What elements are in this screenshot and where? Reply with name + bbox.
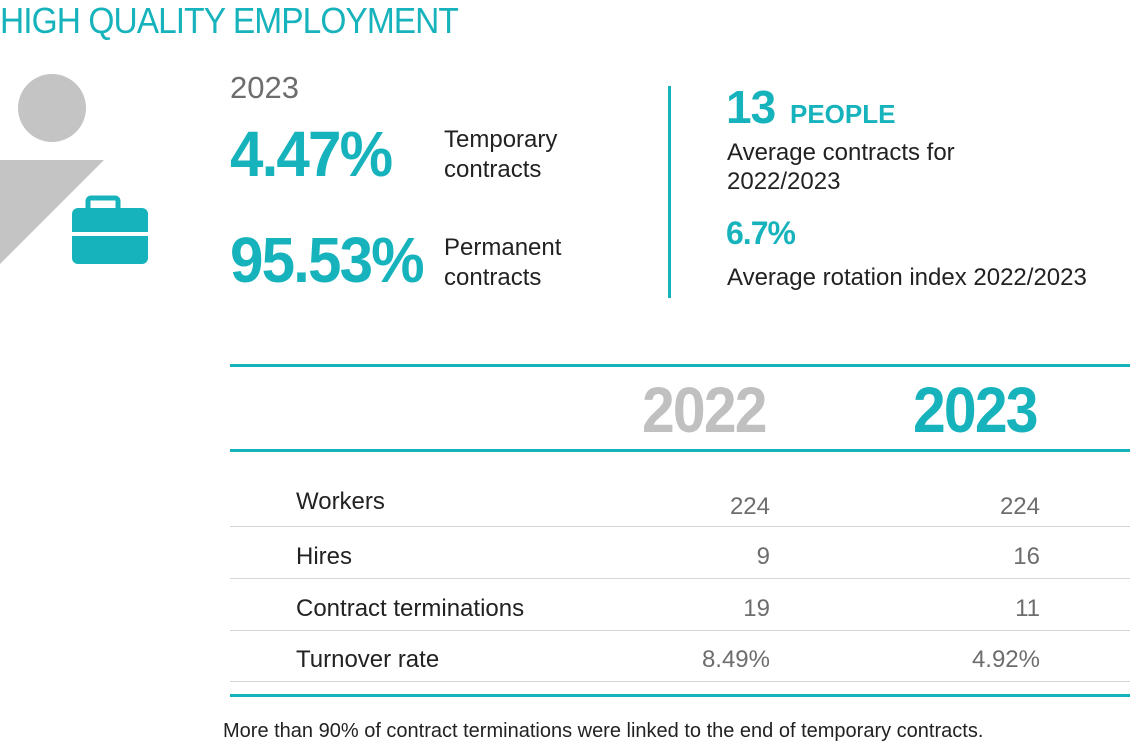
person-body xyxy=(0,160,104,264)
table-header-rule xyxy=(230,449,1130,452)
table-row-divider xyxy=(230,681,1130,682)
permanent-label: Permanent contracts xyxy=(444,233,644,293)
table-row-divider xyxy=(230,526,1130,527)
people-description-line2: 2022/2023 xyxy=(727,168,841,195)
table-bottom-rule xyxy=(230,694,1130,697)
year-label: 2023 xyxy=(230,70,299,105)
table-top-rule xyxy=(230,364,1130,367)
table-cell-2022: 19 xyxy=(743,595,770,622)
table-cell-2023: 4.92% xyxy=(971,646,1040,673)
table-cell-2023: 224 xyxy=(999,493,1040,520)
table-row-divider xyxy=(230,630,1130,631)
page-title: HIGH QUALITY EMPLOYMENT xyxy=(0,0,459,41)
temporary-label: Temporary contracts xyxy=(444,125,644,185)
table-cell-2023: 11 xyxy=(1015,595,1040,622)
table-cell-2022: 9 xyxy=(756,543,770,570)
permanent-label-line2: contracts xyxy=(444,264,542,291)
table-row-label: Turnover rate xyxy=(296,646,440,673)
table-cell-2022: 224 xyxy=(729,493,770,520)
people-unit: PEOPLE xyxy=(790,99,896,129)
table-cell-2023: 16 xyxy=(1013,543,1040,570)
table-cell-2022: 8.49% xyxy=(701,646,770,673)
rotation-index-description: Average rotation index 2022/2023 xyxy=(727,264,1087,291)
people-description: Average contracts for 2022/2023 xyxy=(727,138,955,196)
footnote: More than 90% of contract terminations w… xyxy=(223,720,984,742)
person-head xyxy=(18,74,86,142)
table-row-label: Contract terminations xyxy=(296,595,525,622)
table-row-divider xyxy=(230,578,1130,579)
person-icon xyxy=(0,74,148,264)
people-description-line1: Average contracts for xyxy=(727,139,955,166)
rotation-index-value: 6.7% xyxy=(726,215,796,251)
table-row-label: Hires xyxy=(296,543,353,570)
permanent-label-line1: Permanent xyxy=(444,234,562,261)
briefcase-icon xyxy=(72,195,148,264)
table-header-2022: 2022 xyxy=(642,374,767,446)
temporary-label-line1: Temporary xyxy=(444,126,558,153)
table-row-label: Workers xyxy=(296,488,385,515)
people-count: 13 xyxy=(726,81,776,133)
temporary-label-line2: contracts xyxy=(444,156,542,183)
table-header-2023: 2023 xyxy=(913,374,1038,446)
vertical-divider xyxy=(668,86,671,298)
temporary-percentage: 4.47% xyxy=(230,118,393,190)
permanent-percentage: 95.53% xyxy=(230,224,425,296)
